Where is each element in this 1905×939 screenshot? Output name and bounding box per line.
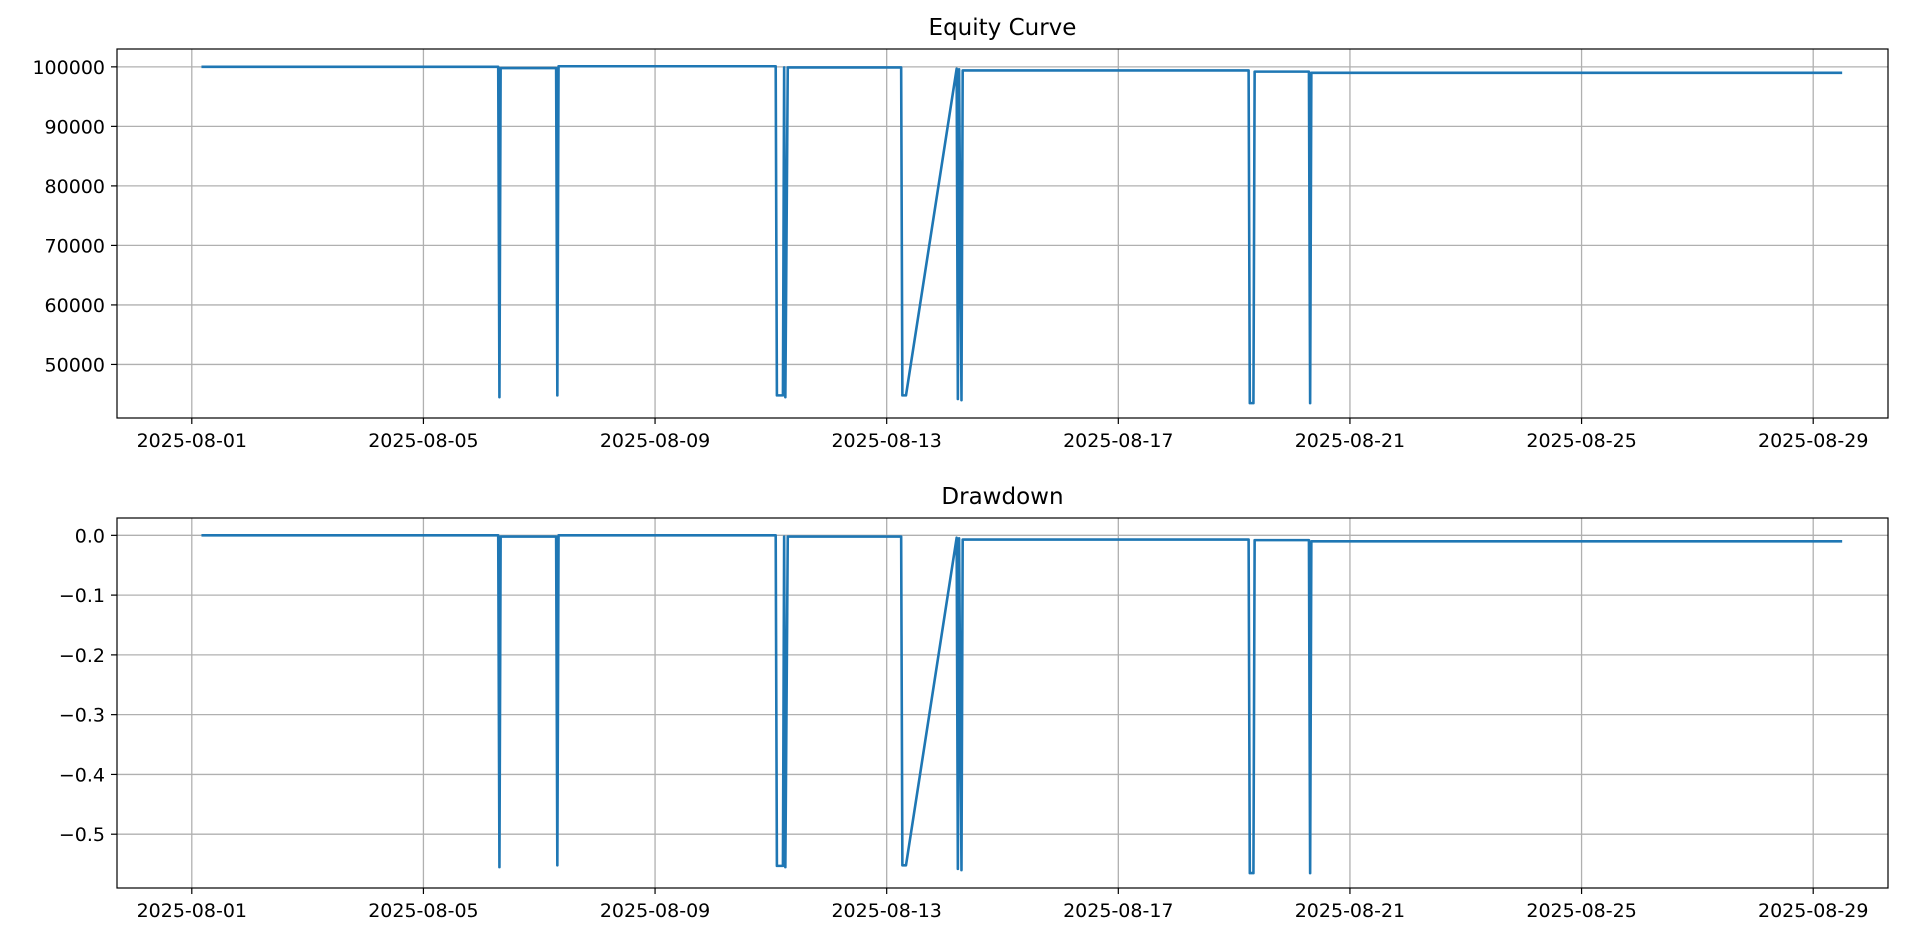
x-tick-label: 2025-08-05: [368, 430, 478, 452]
equity-chart-title: Equity Curve: [929, 15, 1077, 41]
x-tick-label: 2025-08-29: [1758, 430, 1868, 452]
drawdown-axes-frame: [116, 517, 1889, 889]
x-tick-label: 2025-08-25: [1526, 900, 1636, 922]
y-tick-label: 80000: [45, 176, 105, 198]
drawdown-panel: 2025-08-01 2025-08-05 2025-08-09 2025-08-13…: [59, 484, 1889, 922]
x-tick-label: 2025-08-09: [600, 430, 710, 452]
x-tick-label: 2025-08-21: [1295, 430, 1405, 452]
y-tick-label: −0.2: [59, 645, 105, 667]
y-tick-label: 70000: [45, 235, 105, 257]
y-tick-label: 50000: [45, 354, 105, 376]
y-tick-label: −0.5: [59, 824, 105, 846]
drawdown-series-line: [201, 534, 1843, 875]
x-tick-label: 2025-08-13: [831, 430, 941, 452]
drawdown-chart-title: Drawdown: [941, 484, 1063, 510]
y-tick-label: −0.4: [59, 764, 105, 786]
x-tick-label: 2025-08-13: [831, 900, 941, 922]
equity-series-line: [201, 64, 1843, 405]
x-tick-label: 2025-08-01: [137, 900, 247, 922]
x-tick-label: 2025-08-17: [1063, 430, 1173, 452]
x-tick-label: 2025-08-21: [1295, 900, 1405, 922]
x-tick-label: 2025-08-29: [1758, 900, 1868, 922]
y-tick-label: −0.3: [59, 705, 105, 727]
x-tick-label: 2025-08-17: [1063, 900, 1173, 922]
x-tick-label: 2025-08-09: [600, 900, 710, 922]
x-tick-label: 2025-08-01: [137, 430, 247, 452]
y-tick-label: 100000: [32, 57, 105, 79]
y-tick-label: −0.1: [59, 585, 105, 607]
y-tick-label: 60000: [45, 295, 105, 317]
x-tick-label: 2025-08-25: [1526, 430, 1636, 452]
y-tick-label: 0.0: [75, 525, 105, 547]
y-tick-label: 90000: [45, 116, 105, 138]
equity-axes-frame: [116, 48, 1889, 419]
x-tick-label: 2025-08-05: [368, 900, 478, 922]
equity-curve-panel: 2025-08-01 2025-08-05 2025-08-09 2025-08-13…: [32, 15, 1889, 452]
